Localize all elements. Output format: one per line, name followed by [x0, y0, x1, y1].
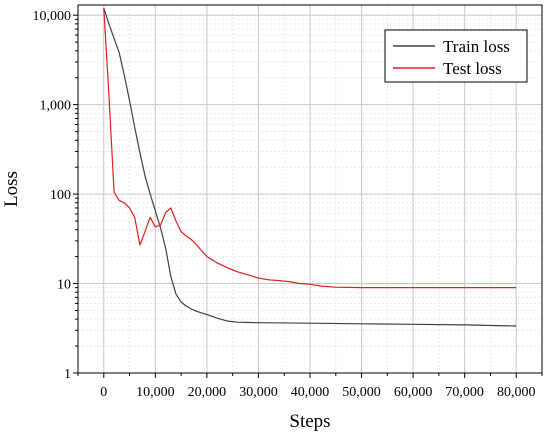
- y-tick-label: 100: [50, 188, 71, 203]
- legend: Train loss Test loss: [384, 29, 528, 83]
- x-tick-label: 50,000: [342, 385, 381, 400]
- legend-label: Test loss: [443, 59, 502, 78]
- y-tick-label: 10: [57, 278, 71, 293]
- y-tick-label: 1,000: [40, 99, 72, 114]
- legend-label: Train loss: [443, 37, 510, 56]
- x-tick-label: 10,000: [136, 385, 175, 400]
- axes: 0 10,000 20,000 30,000 40,000 50,000 60,000 70,…: [33, 9, 543, 400]
- series-layer: [103, 7, 517, 327]
- x-axis-title: Steps: [289, 411, 330, 432]
- x-tick-label: 40,000: [291, 385, 330, 400]
- y-axis-title: Loss: [1, 171, 22, 207]
- x-tick-label: 60,000: [394, 385, 433, 400]
- x-tick-label: 80,000: [497, 385, 536, 400]
- x-tick-label: 30,000: [239, 385, 278, 400]
- y-tick-label: 1: [64, 367, 71, 382]
- x-tick-label: 0: [100, 385, 107, 400]
- series-line-test-loss: [103, 8, 517, 289]
- x-tick-label: 70,000: [445, 385, 484, 400]
- x-tick-label: 20,000: [188, 385, 227, 400]
- series-line-train-loss: [103, 7, 517, 327]
- y-tick-label: 10,000: [33, 9, 72, 24]
- legend-box: [384, 29, 528, 83]
